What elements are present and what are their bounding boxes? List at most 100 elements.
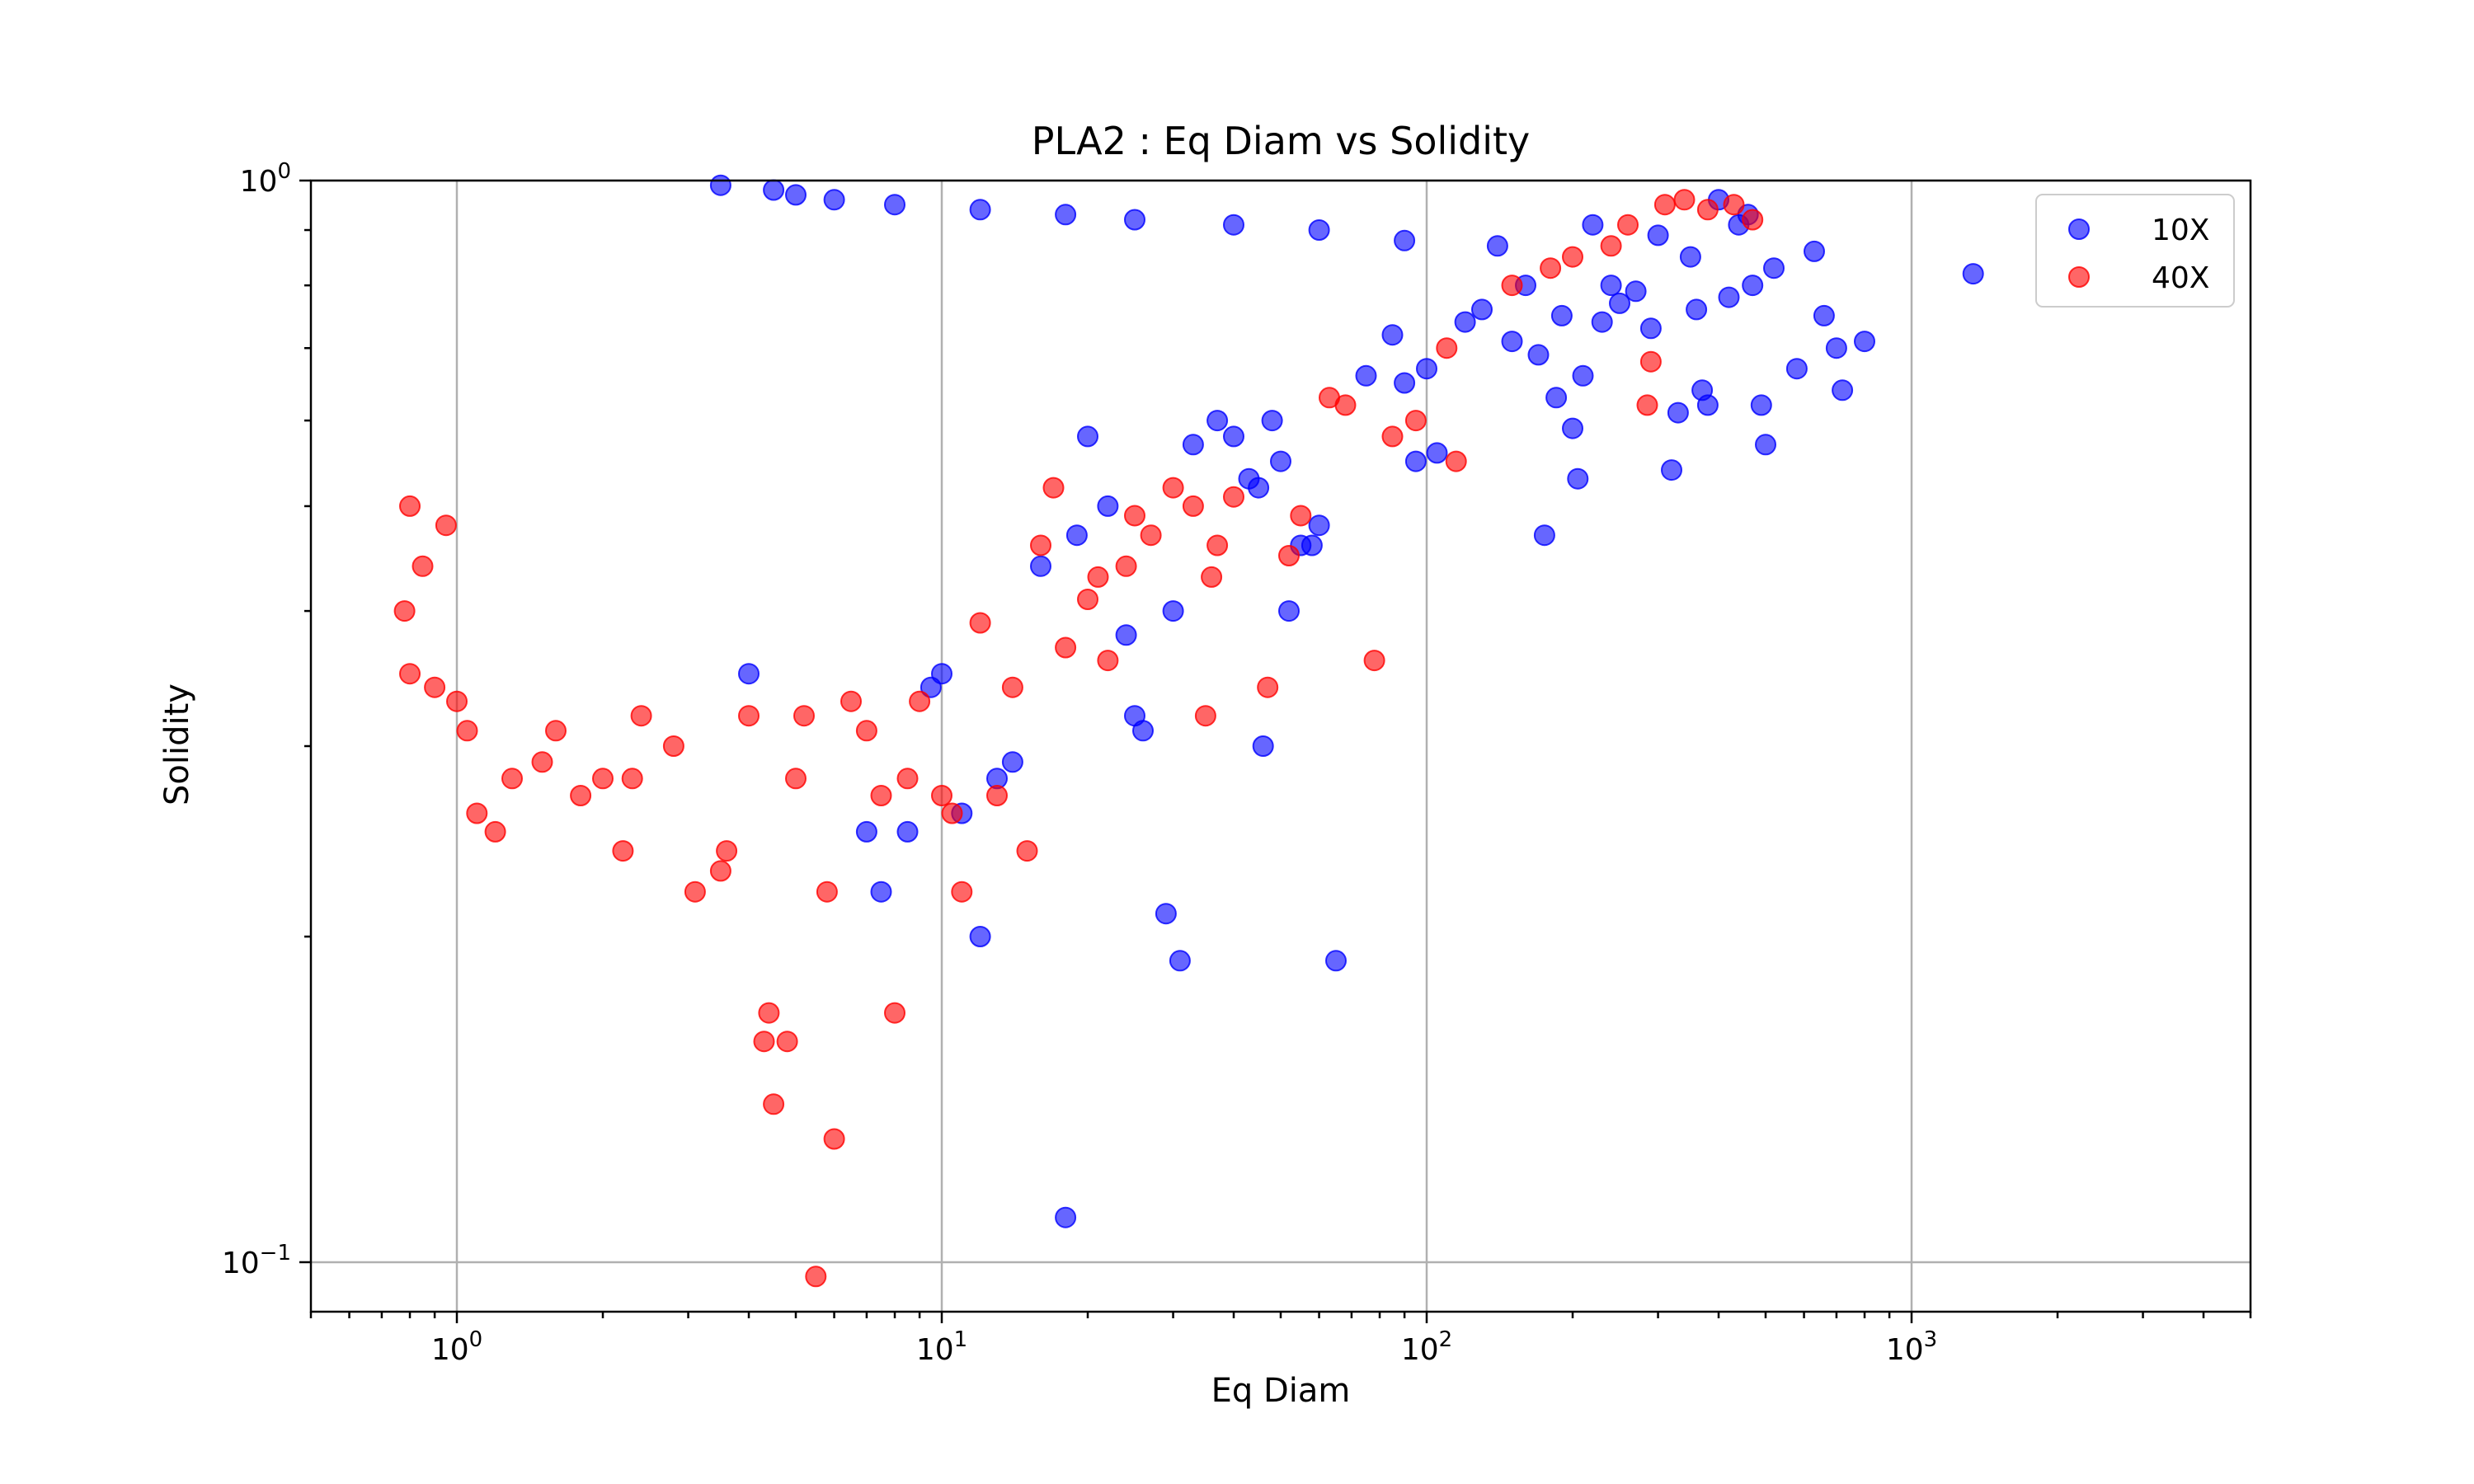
point-10X-9 xyxy=(1755,434,1776,456)
point-10X-16 xyxy=(1691,379,1714,402)
point-40X-73 xyxy=(466,802,488,824)
point-40X-52 xyxy=(805,1266,827,1288)
point-10X-58 xyxy=(1182,434,1204,456)
point-40X-21 xyxy=(1257,676,1279,698)
point-40X-51 xyxy=(816,881,838,903)
point-40X-53 xyxy=(793,705,815,727)
point-10X-39 xyxy=(1454,311,1476,333)
point-10X-56 xyxy=(1223,425,1244,448)
point-10X-25 xyxy=(1600,275,1622,297)
point-10X-90 xyxy=(1394,229,1416,251)
point-10X-64 xyxy=(1115,624,1137,646)
point-10X-24 xyxy=(1609,292,1630,314)
point-40X-78 xyxy=(393,600,416,622)
y-axis: 100 10−1 xyxy=(222,159,311,1280)
point-40X-35 xyxy=(1042,477,1065,499)
point-40X-81 xyxy=(399,495,421,517)
point-40X-77 xyxy=(399,663,421,685)
point-40X-18 xyxy=(1319,387,1340,409)
point-10X-41 xyxy=(1416,358,1437,380)
point-10X-31 xyxy=(1550,304,1573,326)
point-10X-13 xyxy=(1718,286,1740,308)
data-points xyxy=(393,174,1984,1288)
point-40X-22 xyxy=(1223,486,1244,508)
point-40X-15 xyxy=(1381,425,1404,448)
point-10X-30 xyxy=(1562,417,1583,439)
point-40X-33 xyxy=(1077,589,1098,610)
point-40X-42 xyxy=(941,802,963,824)
point-10X-3 xyxy=(1832,379,1854,402)
point-10X-88 xyxy=(1223,214,1244,236)
point-10X-43 xyxy=(1394,372,1416,394)
chart-title: PLA2 : Eq Diam vs Solidity xyxy=(1032,119,1531,163)
grid-lines xyxy=(311,179,2251,1312)
point-10X-60 xyxy=(1162,600,1184,622)
point-10X-38 xyxy=(1471,298,1493,321)
point-40X-1 xyxy=(1723,194,1745,216)
point-40X-69 xyxy=(545,720,567,742)
point-40X-8 xyxy=(1600,235,1622,257)
point-10X-33 xyxy=(1533,524,1555,547)
point-40X-37 xyxy=(1016,840,1038,862)
point-10X-81 xyxy=(709,174,731,196)
legend-marker-10X xyxy=(2068,218,2090,240)
x-tick-label-1: 101 xyxy=(916,1327,967,1367)
point-10X-4 xyxy=(1813,304,1835,326)
x-axis: 100 101 102 103 xyxy=(309,1312,2252,1367)
point-40X-76 xyxy=(424,676,446,698)
point-10X-6 xyxy=(1785,358,1808,380)
point-40X-50 xyxy=(823,1128,845,1150)
point-40X-36 xyxy=(1030,534,1051,556)
point-10X-34 xyxy=(1527,344,1550,366)
point-10X-5 xyxy=(1804,240,1825,262)
point-10X-68 xyxy=(1055,1206,1077,1228)
point-10X-29 xyxy=(1567,467,1589,490)
point-40X-45 xyxy=(896,768,919,790)
point-10X-85 xyxy=(969,199,991,221)
point-10X-86 xyxy=(1055,204,1077,226)
point-10X-61 xyxy=(1155,903,1177,925)
point-40X-24 xyxy=(1201,566,1223,588)
point-10X-46 xyxy=(1325,950,1347,972)
x-tick-label-3: 103 xyxy=(1886,1327,1937,1367)
point-40X-61 xyxy=(709,860,731,882)
point-10X-89 xyxy=(1308,219,1330,241)
x-axis-label: Eq Diam xyxy=(1211,1372,1351,1410)
point-40X-27 xyxy=(1162,477,1184,499)
point-10X-28 xyxy=(1572,364,1594,387)
point-10X-42 xyxy=(1404,450,1427,472)
point-40X-20 xyxy=(1278,545,1300,566)
point-10X-67 xyxy=(1065,524,1088,547)
point-40X-16 xyxy=(1363,650,1385,672)
series-10X xyxy=(709,174,1984,1228)
point-40X-41 xyxy=(951,881,973,903)
point-10X-8 xyxy=(1750,394,1772,416)
point-10X-7 xyxy=(1763,257,1785,279)
point-40X-75 xyxy=(446,690,468,712)
point-10X-84 xyxy=(884,194,905,216)
point-40X-12 xyxy=(1445,450,1467,472)
point-40X-66 xyxy=(612,840,634,862)
point-10X-65 xyxy=(1097,495,1119,517)
point-10X-47 xyxy=(1308,514,1330,537)
point-10X-63 xyxy=(1124,705,1145,727)
point-40X-34 xyxy=(1055,636,1077,659)
point-40X-7 xyxy=(1617,214,1639,236)
point-10X-26 xyxy=(1591,311,1613,333)
point-40X-4 xyxy=(1653,194,1676,216)
point-40X-54 xyxy=(785,768,807,790)
point-10X-55 xyxy=(1238,467,1260,490)
point-40X-43 xyxy=(931,785,952,806)
point-40X-28 xyxy=(1140,524,1162,547)
point-40X-38 xyxy=(1001,676,1023,698)
point-10X-77 xyxy=(870,881,892,903)
point-40X-70 xyxy=(531,751,553,773)
point-40X-72 xyxy=(484,820,506,843)
point-10X-51 xyxy=(1270,450,1291,472)
point-40X-10 xyxy=(1540,257,1562,279)
point-40X-63 xyxy=(662,735,684,757)
point-40X-25 xyxy=(1194,705,1216,727)
point-40X-68 xyxy=(570,785,592,806)
x-tick-label-2: 102 xyxy=(1401,1327,1452,1367)
plot-frame xyxy=(309,179,2252,1313)
